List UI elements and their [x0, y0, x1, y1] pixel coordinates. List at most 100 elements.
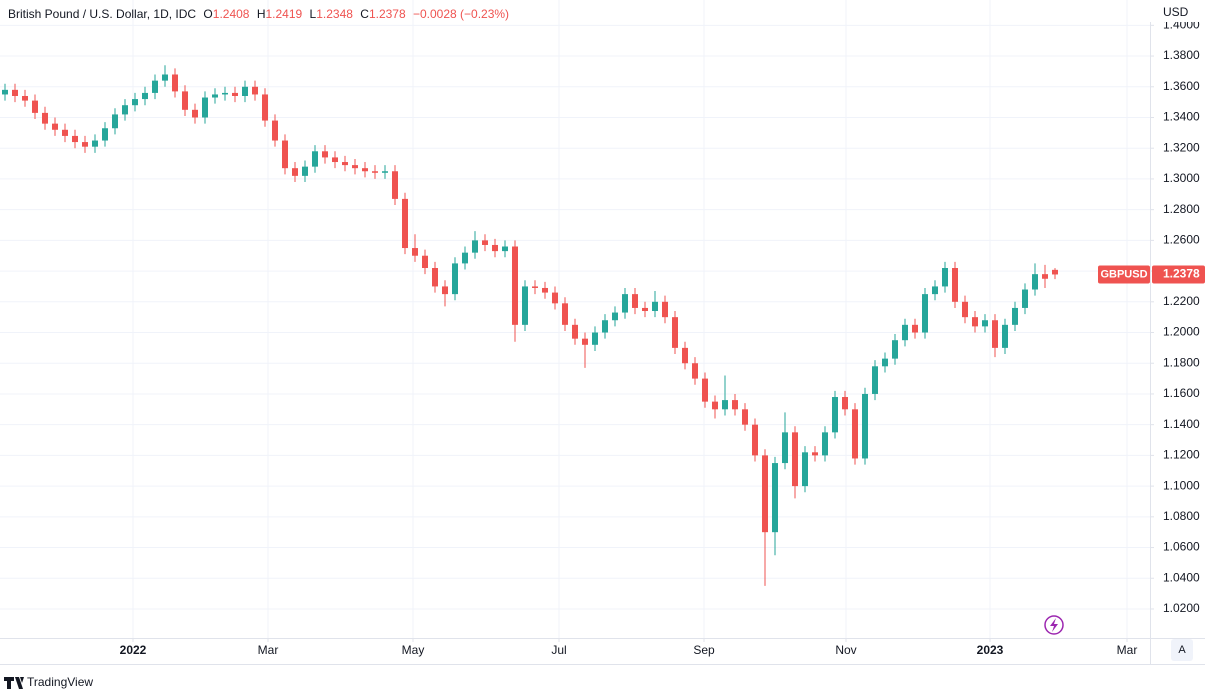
candle-body	[162, 74, 168, 81]
symbol-tag: GBPUSD	[1100, 268, 1147, 280]
candle-body	[832, 397, 838, 433]
candle-body	[712, 401, 718, 410]
lightning-icon[interactable]	[1050, 618, 1058, 632]
currency-label: USD	[1163, 5, 1189, 19]
y-tick-label: 1.2200	[1163, 294, 1200, 308]
candle-body	[422, 255, 428, 269]
candle-body	[522, 286, 528, 325]
candle-body	[1002, 324, 1008, 348]
y-tick-label: 1.2600	[1163, 233, 1200, 247]
candle-body	[762, 455, 768, 533]
candle-body	[62, 129, 68, 136]
candle-body	[322, 151, 328, 158]
legend-value: 1.2419	[265, 7, 302, 21]
legend-key: L	[310, 7, 317, 21]
y-tick-label: 1.1200	[1163, 448, 1200, 462]
candle-body	[452, 263, 458, 295]
y-tick-label: 1.2000	[1163, 325, 1200, 339]
candle-body	[822, 432, 828, 456]
candle-body	[102, 128, 108, 141]
brand-name: TradingView	[27, 675, 93, 689]
y-tick-label: 1.3600	[1163, 79, 1200, 93]
x-tick-label: May	[402, 643, 425, 657]
candle-body	[132, 99, 138, 106]
grid	[0, 0, 1150, 638]
candle-body	[302, 166, 308, 176]
candle-body	[752, 424, 758, 456]
candle-body	[692, 363, 698, 379]
legend-key: H	[257, 7, 266, 21]
candle-body	[592, 332, 598, 345]
candle-body	[242, 86, 248, 96]
candle-body	[262, 94, 268, 121]
x-tick-label: 2023	[977, 643, 1004, 657]
candle-body	[32, 100, 38, 113]
y-tick-label: 1.0200	[1163, 601, 1200, 615]
candle-body	[492, 244, 498, 252]
candle-body	[112, 114, 118, 129]
candle-body	[962, 301, 968, 318]
auto-scale-bg[interactable]	[1171, 639, 1193, 661]
candle-body	[212, 94, 218, 98]
candle-body	[932, 286, 938, 295]
y-tick-label: 1.1600	[1163, 386, 1200, 400]
candle-body	[952, 268, 958, 302]
candle-body	[482, 240, 488, 245]
candle-body	[252, 86, 258, 95]
y-tick-label: 1.2800	[1163, 202, 1200, 216]
candle-body	[412, 248, 418, 256]
auto-scale-label[interactable]: A	[1178, 644, 1186, 656]
candle-body	[702, 378, 708, 402]
candle-body	[52, 123, 58, 130]
y-tick-label: 1.3200	[1163, 140, 1200, 154]
candle-body	[152, 80, 158, 93]
candle-body	[502, 246, 508, 252]
y-tick-label: 1.3000	[1163, 171, 1200, 185]
candle-body	[82, 142, 88, 147]
candle-body	[852, 409, 858, 459]
candle-body	[942, 268, 948, 287]
x-tick-label: 2022	[120, 643, 147, 657]
legend-key: C	[360, 7, 369, 21]
brand-logo	[4, 677, 24, 689]
candle-body	[292, 168, 298, 176]
candle-body	[992, 320, 998, 348]
y-tick-label: 1.1800	[1163, 355, 1200, 369]
auto-scale-button[interactable]: A	[1171, 639, 1193, 661]
candle-body	[782, 432, 788, 464]
candle-body	[882, 358, 888, 367]
lightning-button[interactable]	[1044, 615, 1064, 635]
candle-body	[582, 338, 588, 345]
candle-body	[672, 317, 678, 348]
candle-body	[602, 320, 608, 333]
candle-body	[462, 252, 468, 264]
candle-body	[632, 294, 638, 308]
candle-body	[122, 105, 128, 115]
symbol-tag-bg	[1098, 265, 1150, 284]
candle-body	[392, 171, 398, 199]
candle-body	[182, 91, 188, 110]
legend-value: 1.2378	[369, 7, 406, 21]
candle-body	[542, 287, 548, 293]
candle-body	[682, 347, 688, 364]
candle-body	[1042, 274, 1048, 279]
candle-body	[562, 303, 568, 325]
x-tick-label: Sep	[693, 643, 715, 657]
candle-body	[332, 157, 338, 163]
candle-body	[172, 74, 178, 92]
candle-body	[72, 135, 78, 143]
candle-body	[1022, 289, 1028, 308]
candle-body	[272, 120, 278, 141]
candle-body	[222, 92, 228, 95]
price-tag: 1.2378	[1163, 267, 1200, 281]
y-tick-label: 1.3400	[1163, 110, 1200, 124]
candle-body	[372, 171, 378, 173]
candle-body	[722, 400, 728, 410]
legend-change: −0.0028 (−0.23%)	[413, 7, 509, 21]
candle-body	[622, 294, 628, 313]
candle-body	[352, 165, 358, 169]
candle-body	[192, 109, 198, 118]
candle-body	[202, 97, 208, 118]
